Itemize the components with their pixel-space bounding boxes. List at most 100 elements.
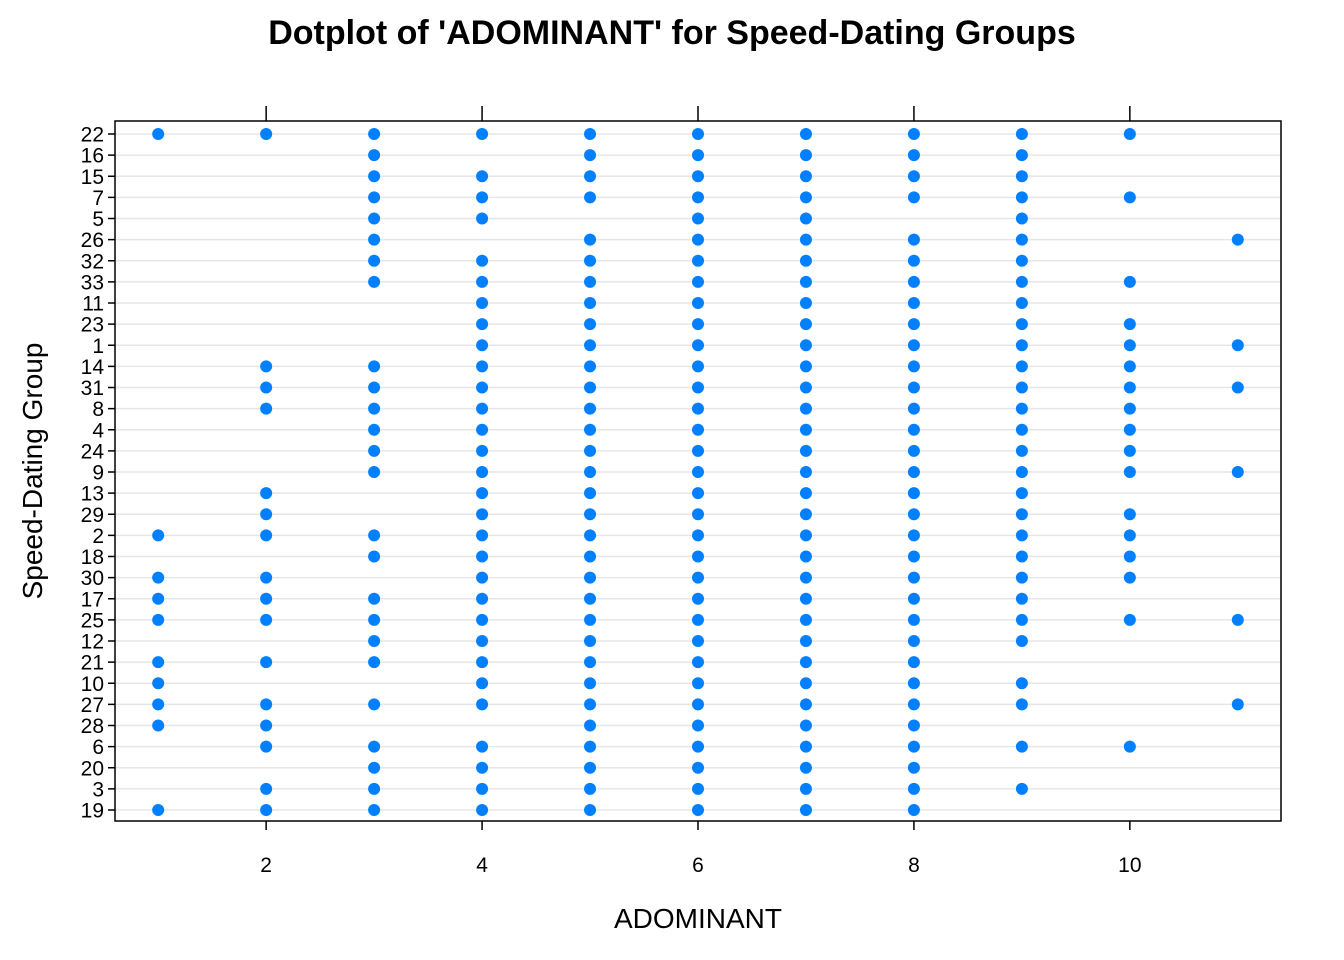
y-tick-label-16: 16 xyxy=(81,145,104,168)
data-point-group-6-x-5 xyxy=(584,740,597,753)
data-point-group-1-x-4 xyxy=(476,339,489,352)
data-point-group-29-x-9 xyxy=(1015,508,1028,521)
data-point-group-18-x-3 xyxy=(368,550,381,563)
data-point-group-14-x-9 xyxy=(1015,360,1028,373)
data-point-group-9-x-7 xyxy=(799,466,812,478)
data-point-group-15-x-7 xyxy=(799,170,812,183)
data-point-group-8-x-7 xyxy=(799,402,812,415)
x-tick-label-10: 10 xyxy=(1118,854,1141,877)
data-point-group-1-x-8 xyxy=(907,339,920,352)
data-point-group-17-x-7 xyxy=(799,592,812,605)
data-point-group-20-x-6 xyxy=(692,761,704,774)
y-tick-label-4: 4 xyxy=(92,419,104,442)
data-point-group-22-x-7 xyxy=(799,128,812,140)
data-point-group-31-x-7 xyxy=(799,381,812,394)
y-tick-label-26: 26 xyxy=(81,229,104,252)
y-tick-label-6: 6 xyxy=(92,736,104,759)
data-point-group-16-x-6 xyxy=(692,149,704,162)
data-point-group-11-x-9 xyxy=(1015,297,1028,309)
data-point-group-10-x-9 xyxy=(1015,677,1028,690)
data-point-group-16-x-7 xyxy=(799,149,812,162)
data-point-group-22-x-1 xyxy=(152,128,165,140)
data-point-group-29-x-8 xyxy=(907,508,920,521)
data-point-group-23-x-10 xyxy=(1123,318,1136,331)
data-point-group-2-x-4 xyxy=(476,529,489,542)
data-point-group-27-x-8 xyxy=(907,698,920,711)
data-point-group-13-x-7 xyxy=(799,487,812,500)
data-point-group-32-x-9 xyxy=(1015,254,1028,267)
data-point-group-28-x-6 xyxy=(692,719,704,732)
data-point-group-20-x-3 xyxy=(368,761,381,774)
data-point-group-22-x-3 xyxy=(368,128,381,140)
data-point-group-7-x-10 xyxy=(1123,191,1136,204)
data-point-group-3-x-3 xyxy=(368,782,381,795)
data-point-group-18-x-10 xyxy=(1123,550,1136,563)
data-point-group-8-x-6 xyxy=(692,402,704,415)
data-point-group-6-x-3 xyxy=(368,740,381,753)
data-point-group-3-x-9 xyxy=(1015,782,1028,795)
data-point-group-6-x-4 xyxy=(476,740,489,753)
data-point-group-22-x-9 xyxy=(1015,128,1028,140)
data-point-group-12-x-4 xyxy=(476,635,489,647)
data-point-group-8-x-2 xyxy=(260,402,273,415)
data-point-group-1-x-11 xyxy=(1231,339,1244,352)
data-point-group-19-x-7 xyxy=(799,804,812,816)
data-point-group-28-x-2 xyxy=(260,719,273,732)
data-point-group-31-x-6 xyxy=(692,381,704,394)
data-point-group-9-x-8 xyxy=(907,466,920,478)
data-point-group-27-x-4 xyxy=(476,698,489,711)
data-point-group-10-x-6 xyxy=(692,677,704,690)
data-point-group-31-x-9 xyxy=(1015,381,1028,394)
data-point-group-24-x-9 xyxy=(1015,444,1028,457)
data-point-group-17-x-6 xyxy=(692,592,704,605)
data-point-group-4-x-5 xyxy=(584,423,597,436)
data-point-group-19-x-3 xyxy=(368,804,381,816)
data-point-group-4-x-4 xyxy=(476,423,489,436)
data-point-group-3-x-6 xyxy=(692,782,704,795)
data-point-group-10-x-1 xyxy=(152,677,165,690)
data-point-group-16-x-8 xyxy=(907,149,920,162)
data-point-group-1-x-9 xyxy=(1015,339,1028,352)
y-tick-label-18: 18 xyxy=(81,546,104,569)
data-point-group-19-x-6 xyxy=(692,804,704,816)
data-point-group-8-x-9 xyxy=(1015,402,1028,415)
data-point-group-30-x-2 xyxy=(260,571,273,584)
data-point-group-7-x-3 xyxy=(368,191,381,204)
data-point-group-22-x-4 xyxy=(476,128,489,140)
x-axis-ticks: 2 4 6 8 10 xyxy=(260,106,1142,877)
data-point-group-25-x-10 xyxy=(1123,613,1136,626)
data-point-group-24-x-10 xyxy=(1123,444,1136,457)
data-point-group-33-x-6 xyxy=(692,275,704,288)
data-point-group-12-x-5 xyxy=(584,635,597,647)
data-point-group-21-x-1 xyxy=(152,656,165,669)
data-point-group-14-x-10 xyxy=(1123,360,1136,373)
y-tick-label-21: 21 xyxy=(81,652,104,675)
data-point-group-20-x-7 xyxy=(799,761,812,774)
data-point-group-10-x-7 xyxy=(799,677,812,690)
data-point-group-5-x-4 xyxy=(476,212,489,225)
data-point-group-27-x-6 xyxy=(692,698,704,711)
data-point-group-26-x-9 xyxy=(1015,233,1028,246)
y-tick-label-8: 8 xyxy=(92,398,104,421)
x-axis-label: ADOMINANT xyxy=(614,903,782,934)
data-point-group-21-x-6 xyxy=(692,656,704,669)
data-point-group-25-x-7 xyxy=(799,613,812,626)
x-tick-label-2: 2 xyxy=(260,854,272,877)
data-point-group-10-x-4 xyxy=(476,677,489,690)
data-point-group-9-x-3 xyxy=(368,466,381,478)
data-point-group-8-x-5 xyxy=(584,402,597,415)
y-tick-label-27: 27 xyxy=(81,694,104,717)
data-point-group-31-x-11 xyxy=(1231,381,1244,394)
data-point-group-1-x-7 xyxy=(799,339,812,352)
data-point-group-18-x-7 xyxy=(799,550,812,563)
data-point-group-28-x-5 xyxy=(584,719,597,732)
y-tick-label-29: 29 xyxy=(81,504,104,527)
y-tick-label-20: 20 xyxy=(81,757,104,780)
data-point-group-14-x-3 xyxy=(368,360,381,373)
y-tick-label-10: 10 xyxy=(81,673,104,696)
data-point-group-23-x-6 xyxy=(692,318,704,331)
data-point-group-17-x-4 xyxy=(476,592,489,605)
data-point-group-6-x-7 xyxy=(799,740,812,753)
y-tick-label-28: 28 xyxy=(81,715,104,738)
data-point-group-12-x-9 xyxy=(1015,635,1028,647)
